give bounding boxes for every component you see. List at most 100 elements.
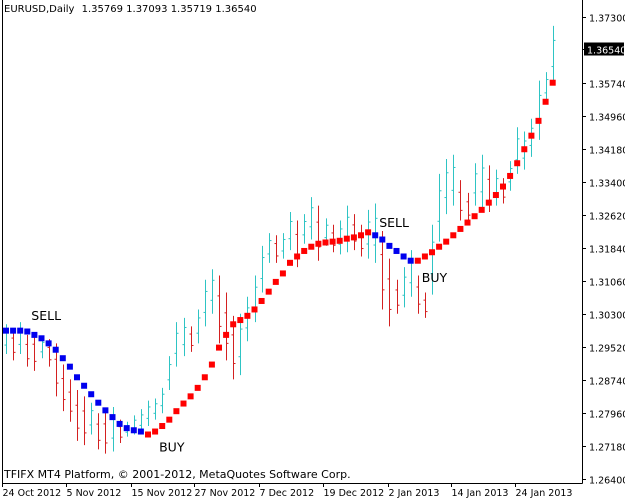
sell-trend-marker — [130, 427, 137, 434]
buy-trend-marker — [287, 259, 293, 266]
time-tick-label: 24 Oct 2012 — [3, 488, 62, 499]
buy-trend-marker — [471, 213, 478, 220]
buy-trend-marker — [294, 253, 301, 260]
price-tick-label: 1.31060 — [589, 278, 625, 289]
buy-trend-marker — [485, 199, 492, 206]
sell-trend-marker — [393, 247, 400, 254]
buy-trend-marker — [180, 400, 187, 407]
buy-trend-marker — [145, 431, 151, 438]
buy-trend-marker — [464, 219, 471, 226]
buy-trend-marker — [237, 317, 244, 324]
buy-trend-marker — [272, 278, 279, 285]
sell-signal-label: SELL — [31, 308, 61, 323]
buy-trend-marker — [450, 232, 457, 239]
price-tick-label: 1.33400 — [589, 179, 625, 190]
buy-trend-marker — [542, 98, 549, 105]
time-tick-label: 14 Jan 2013 — [452, 488, 509, 499]
buy-trend-marker — [279, 270, 286, 277]
price-tick-label: 1.27180 — [589, 443, 625, 454]
buy-trend-marker — [343, 235, 350, 242]
chart-header: EURUSD,Daily 1.35769 1.37093 1.35719 1.3… — [4, 4, 257, 16]
sell-trend-marker — [31, 331, 38, 338]
price-axis: 1.37300 1.36540 1.35740 1.34960 1.34180 1.334… — [2, 0, 625, 487]
buy-trend-marker — [478, 206, 485, 213]
price-tick-label: 1.26400 — [589, 476, 625, 487]
buy-trend-marker — [152, 428, 159, 435]
sell-trend-marker — [137, 428, 144, 435]
buy-trend-marker — [194, 384, 201, 391]
buy-trend-marker — [329, 238, 336, 245]
buy-trend-marker — [336, 237, 343, 244]
sell-trend-marker — [407, 257, 414, 264]
sell-trend-marker — [38, 335, 45, 342]
sell-trend-marker — [400, 253, 407, 260]
buy-trend-marker — [166, 416, 173, 423]
time-tick-label: 24 Jan 2013 — [516, 488, 573, 499]
sell-trend-marker — [81, 382, 88, 389]
sell-trend-marker — [10, 327, 17, 334]
sell-trend-marker — [3, 327, 9, 334]
buy-trend-marker — [223, 331, 230, 338]
buy-trend-marker — [315, 240, 322, 247]
buy-trend-marker — [421, 253, 428, 260]
buy-trend-marker — [251, 306, 258, 313]
sell-trend-marker — [95, 399, 102, 406]
buy-trend-marker — [429, 249, 435, 256]
buy-trend-marker — [365, 229, 372, 236]
candlestick-bars — [4, 25, 556, 454]
symbol-label: EURUSD,Daily — [4, 4, 75, 15]
current-price-badge — [584, 42, 624, 56]
buy-trend-marker — [535, 117, 542, 124]
buy-trend-marker — [216, 344, 222, 351]
copyright-footer: TFIFX MT4 Platform, © 2001-2012, MetaQuo… — [4, 468, 351, 481]
price-tick-label: 1.29520 — [589, 344, 625, 355]
buy-trend-marker — [244, 312, 251, 319]
buy-trend-marker — [457, 225, 464, 232]
buy-trend-marker — [173, 408, 180, 415]
sell-trend-marker — [45, 340, 52, 347]
buy-trend-marker — [492, 192, 499, 199]
buy-trend-marker — [322, 239, 329, 246]
buy-trend-marker — [414, 257, 421, 264]
sell-trend-marker — [74, 374, 80, 381]
buy-trend-marker — [208, 361, 215, 368]
buy-trend-marker — [230, 321, 237, 328]
sell-trend-marker — [102, 407, 109, 414]
sell-trend-marker — [66, 363, 73, 370]
time-axis: 24 Oct 2012 5 Nov 2012 15 Nov 2012 27 Nov 2… — [2, 483, 573, 499]
trend-indicator-markers — [3, 79, 556, 438]
buy-trend-marker — [500, 183, 506, 190]
sell-signal-label: SELL — [379, 215, 409, 230]
buy-trend-marker — [358, 232, 364, 239]
buy-trend-marker — [258, 297, 265, 304]
buy-signal-label: BUY — [422, 270, 448, 285]
current-price-label: 1.36540 — [587, 46, 625, 57]
time-tick-label: 19 Dec 2012 — [324, 488, 385, 499]
buy-trend-marker — [187, 393, 194, 400]
price-tick-label: 1.34960 — [589, 113, 625, 124]
sell-trend-marker — [386, 242, 393, 249]
buy-trend-marker — [507, 172, 514, 179]
buy-trend-marker — [436, 243, 443, 250]
time-tick-label: 5 Nov 2012 — [67, 488, 122, 499]
price-tick-label: 1.32620 — [589, 212, 625, 223]
time-tick-label: 7 Dec 2012 — [260, 488, 315, 499]
sell-trend-marker — [52, 346, 59, 353]
buy-trend-marker — [201, 374, 208, 381]
buy-trend-marker — [308, 243, 315, 250]
signal-annotations: SELL BUY SELL BUY — [31, 215, 447, 455]
sell-trend-marker — [109, 414, 116, 421]
price-tick-label: 1.35740 — [589, 80, 625, 91]
sell-trend-marker — [379, 236, 386, 243]
time-tick-label: 2 Jan 2013 — [389, 488, 440, 499]
price-tick-label: 1.31840 — [589, 245, 625, 256]
buy-trend-marker — [350, 234, 357, 241]
price-tick-label: 1.37300 — [589, 14, 625, 25]
time-tick-label: 15 Nov 2012 — [132, 488, 193, 499]
ohlc-values: 1.35769 1.37093 1.35719 1.36540 — [81, 4, 257, 15]
time-tick-label: 27 Nov 2012 — [195, 488, 256, 499]
buy-signal-label: BUY — [159, 439, 185, 454]
buy-trend-marker — [159, 423, 166, 430]
